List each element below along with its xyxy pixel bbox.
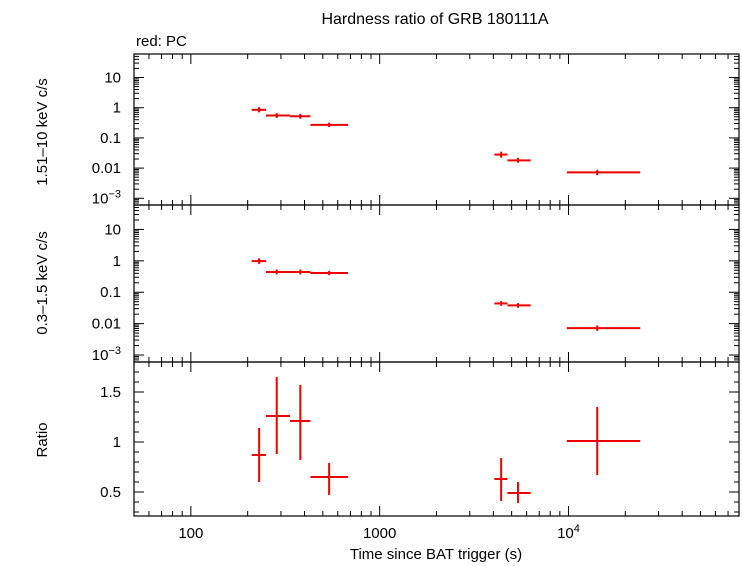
y-tick-label: 1 xyxy=(113,253,121,270)
y-tick-label: 0.1 xyxy=(100,130,121,147)
y-tick-label: 0.1 xyxy=(100,284,121,301)
x-axis-label: Time since BAT trigger (s) xyxy=(350,546,522,563)
chart-panels: 10 1 0.1 0.01 10−3 10 1 0.1 0.01 10−3 1.5 1 0.5 100 10… xyxy=(92,53,740,542)
chart-subtitle: red: PC xyxy=(136,33,187,50)
y-tick-label: 0.5 xyxy=(100,484,121,501)
chart-title: Hardness ratio of GRB 180111A xyxy=(321,11,548,28)
panel-frame xyxy=(133,361,740,517)
y-tick-label: 0.01 xyxy=(92,316,121,333)
x-tick-label: 104 xyxy=(557,523,580,542)
panel-hard: 10 1 0.1 0.01 10−3 xyxy=(92,53,740,207)
y-tick-label: 10 xyxy=(104,221,121,238)
panel-soft: 10 1 0.1 0.01 10−3 xyxy=(92,204,740,364)
y-tick-label: 0.01 xyxy=(92,160,121,177)
y-axis-label-soft: 0.3–1.5 keV c/s xyxy=(34,231,51,334)
panel-frame xyxy=(133,204,740,363)
x-tick-label: 100 xyxy=(178,525,203,542)
y-axis-label-ratio: Ratio xyxy=(34,422,51,457)
panel-ratio: 1.5 1 0.5 100 1000 104 xyxy=(100,361,740,542)
x-tick-label: 1000 xyxy=(363,525,396,542)
y-tick-label: 10 xyxy=(104,70,121,87)
y-tick-label: 1.5 xyxy=(100,384,121,401)
y-tick-label: 10−3 xyxy=(92,345,121,364)
panel-frame xyxy=(133,53,740,206)
y-tick-label: 1 xyxy=(113,100,121,117)
y-axis-label-hard: 1.51–10 keV c/s xyxy=(34,78,51,186)
y-tick-label: 1 xyxy=(113,434,121,451)
y-tick-label: 10−3 xyxy=(92,188,121,207)
